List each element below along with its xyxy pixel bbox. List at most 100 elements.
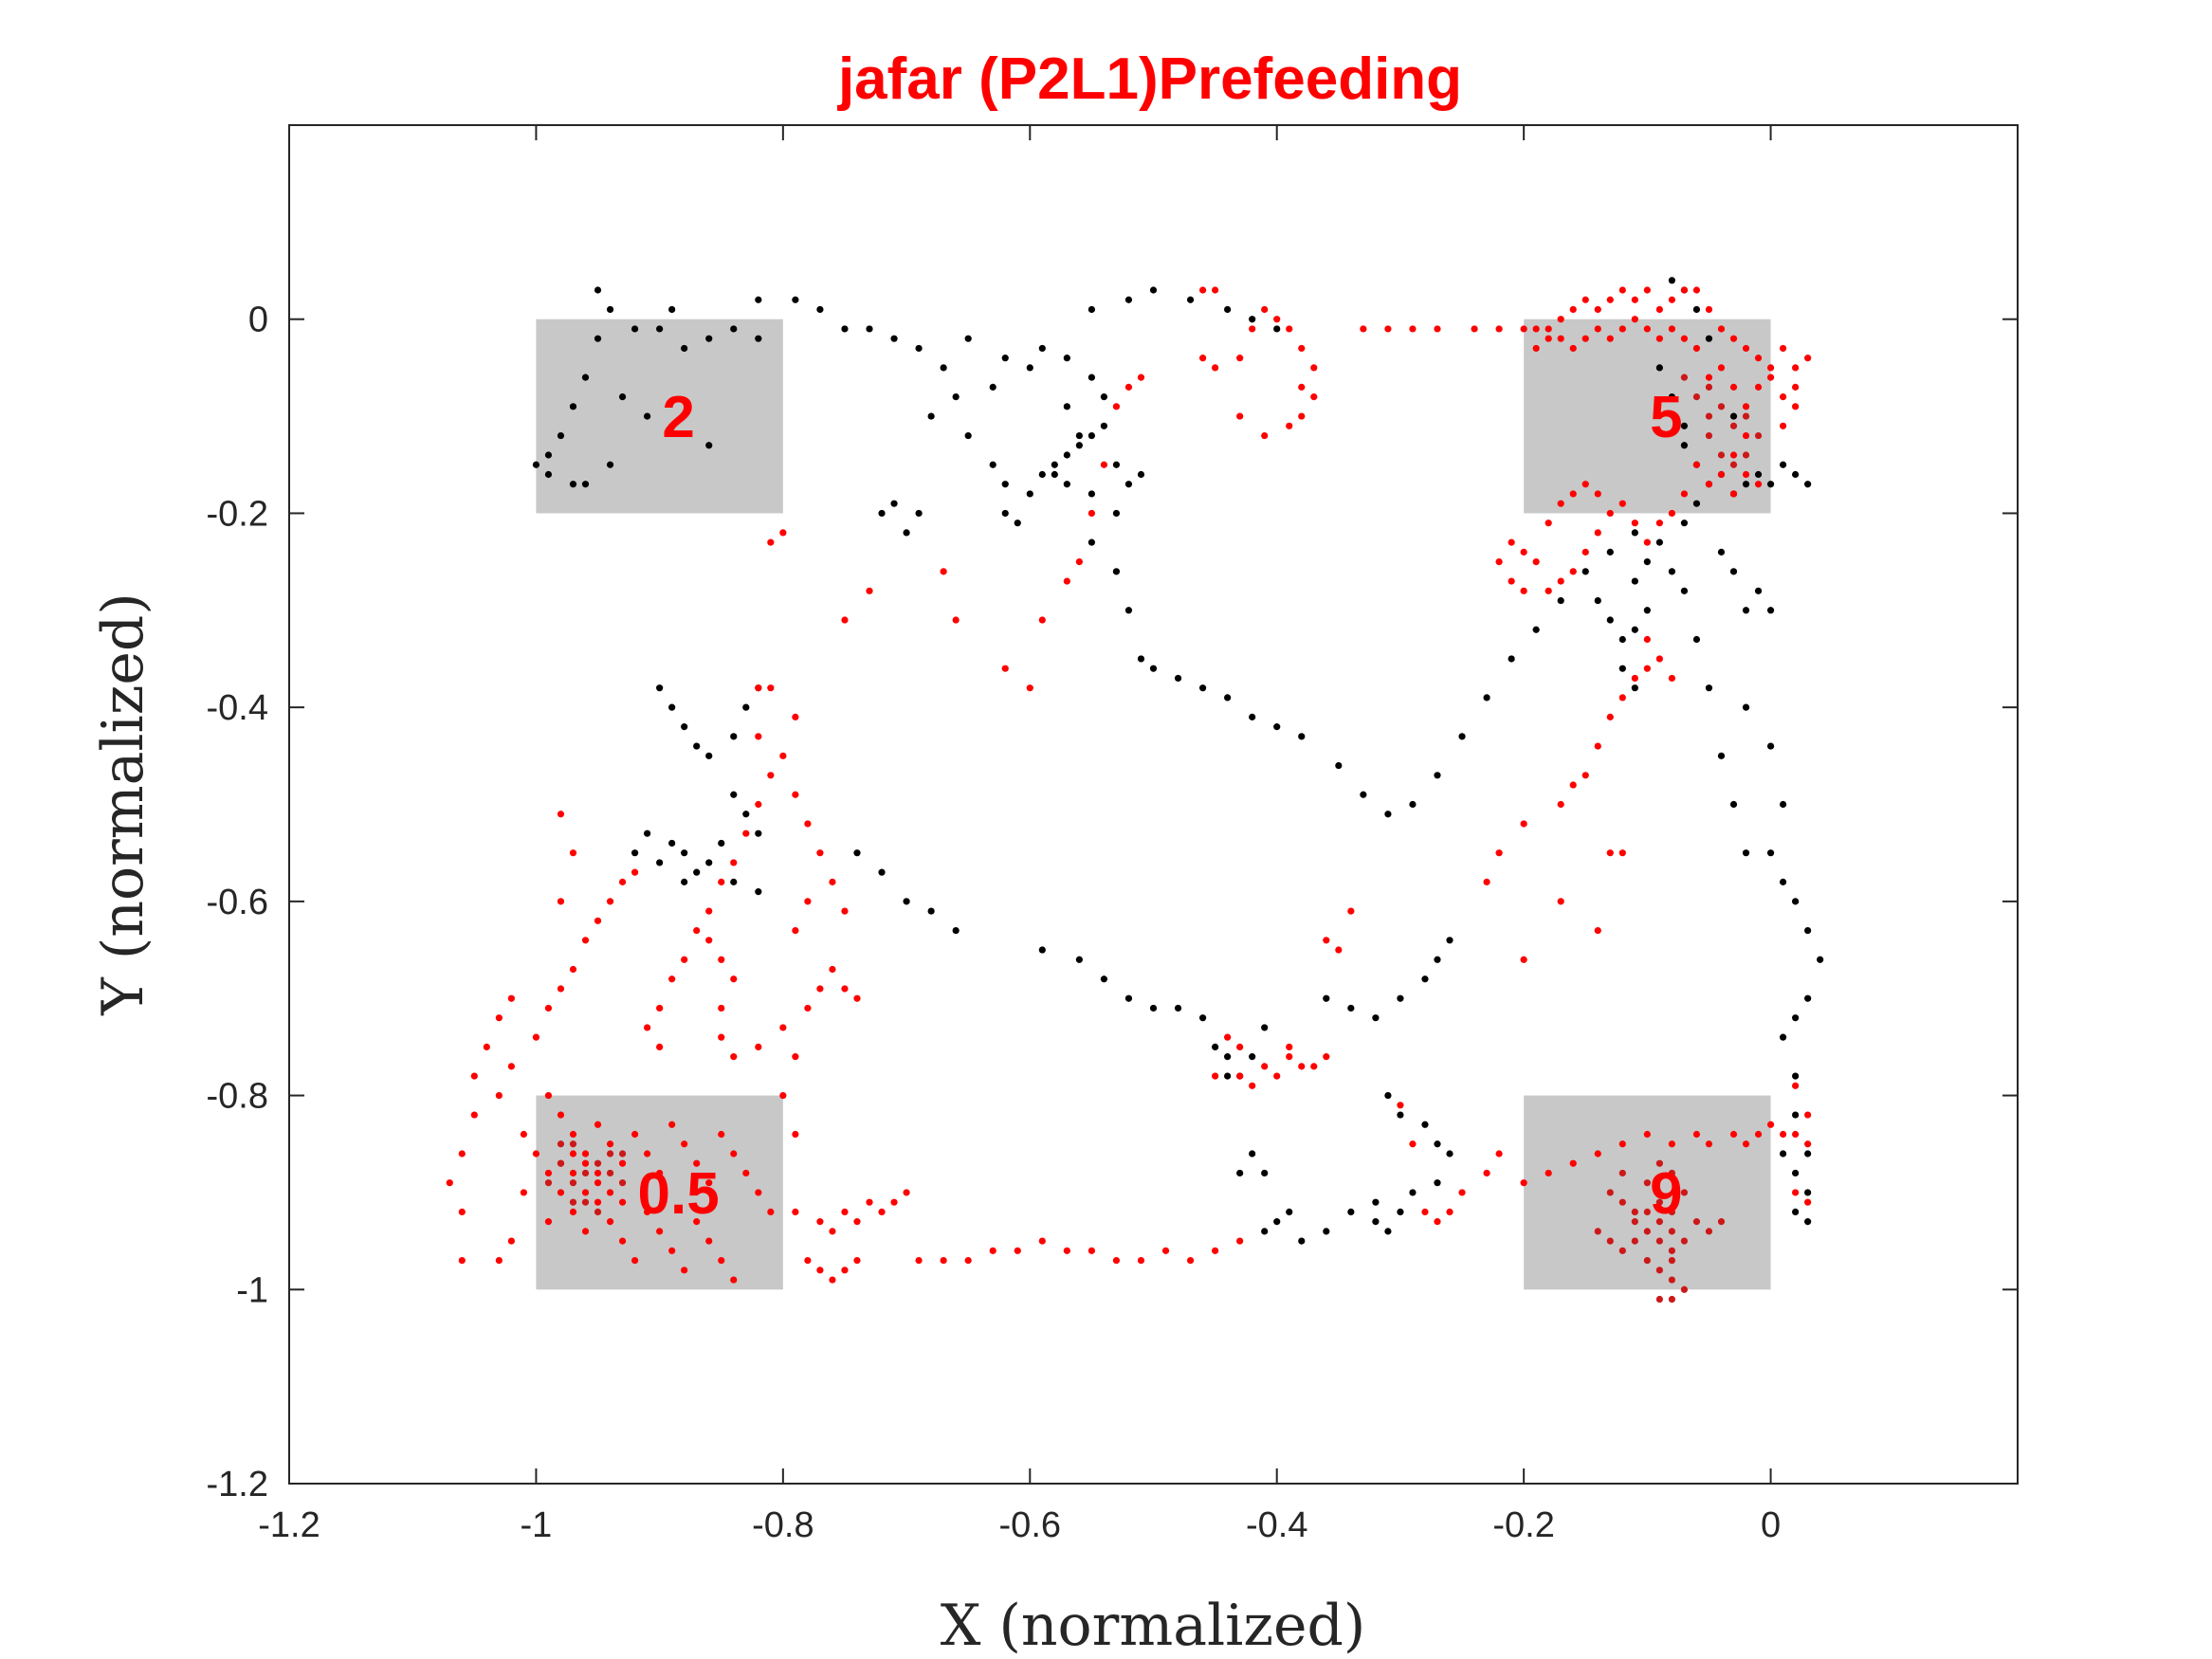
point-s1-46 [544,1169,553,1177]
point-s0-114 [656,859,664,866]
point-s1-215 [1692,461,1701,468]
point-s1-65 [581,1189,590,1196]
point-s0-68 [1137,655,1145,663]
point-s0-157 [1434,1140,1441,1148]
point-s1-306 [1766,1121,1775,1128]
point-s1-15 [532,1033,540,1041]
point-s2-42 [1680,374,1689,381]
point-s0-89 [1088,305,1095,314]
point-s0-223 [1705,335,1713,342]
point-s2-54 [557,1140,565,1148]
point-s0-119 [878,868,886,876]
y-tick-label-5: -0.2 [207,494,268,534]
point-s0-138 [1372,1014,1380,1022]
point-s0-182 [1606,616,1614,624]
point-s0-29 [940,364,947,372]
point-s1-54 [644,1208,651,1215]
point-s1-252 [1766,374,1775,381]
point-s1-55 [656,1228,664,1235]
point-s0-140 [1421,975,1429,983]
point-s0-43 [1100,393,1108,401]
point-s1-162 [1273,316,1281,323]
point-s2-17 [1631,1237,1638,1245]
point-s1-158 [1212,364,1219,372]
point-s0-54 [890,500,898,507]
point-s1-80 [718,878,725,885]
point-s0-217 [1655,364,1663,372]
point-s1-96 [792,1053,799,1061]
point-s1-9 [520,1130,528,1139]
point-s1-206 [1581,548,1589,556]
point-s2-49 [581,1198,590,1206]
point-s0-216 [1717,548,1726,556]
point-s1-275 [1643,665,1651,672]
point-s1-272 [1742,431,1750,440]
point-s1-25 [569,849,577,857]
point-s2-25 [1680,1189,1689,1196]
point-s1-137 [1161,1247,1170,1254]
point-s0-135 [1224,1072,1232,1080]
point-s1-256 [1717,364,1726,372]
point-s0-194 [1766,742,1775,750]
point-s0-22 [755,296,762,303]
point-s1-157 [1198,355,1207,362]
axis-ticks: -1.2 -1 -0.8 -0.6 -0.4 -0.2 0 -1.2 -1 -0.8 -0.6 -0.… [207,125,2018,1545]
point-s1-34 [631,1130,639,1139]
point-s2-47 [594,1159,602,1167]
point-s1-263 [1631,316,1638,323]
point-s0-206 [1804,1150,1812,1158]
point-s1-207 [1594,529,1601,537]
point-s0-158 [1421,1121,1429,1128]
point-s1-13 [495,1091,503,1100]
point-s1-153 [1100,461,1108,468]
point-s0-88 [1631,529,1638,537]
point-s0-178 [1631,577,1638,585]
point-s1-110 [841,907,849,915]
point-s1-302 [1804,1111,1812,1119]
point-s1-199 [1508,538,1515,546]
point-s1-61 [730,1276,738,1284]
point-s1-238 [1668,296,1675,303]
point-s1-88 [705,937,713,944]
point-s0-67 [1124,607,1133,614]
point-s1-178 [1286,1053,1293,1061]
point-s2-5 [1668,1247,1675,1254]
point-s1-23 [631,868,639,876]
point-s2-26 [1655,1159,1663,1167]
point-s1-66 [594,1169,602,1177]
point-s2-27 [1668,1169,1675,1177]
point-s0-130 [1212,1043,1219,1050]
point-s1-139 [1212,1247,1219,1254]
point-s0-87 [1606,548,1614,556]
point-s1-10 [520,1189,528,1196]
point-s1-118 [866,1198,873,1206]
point-s1-161 [1261,305,1269,314]
point-s0-155 [1434,1179,1441,1187]
point-s1-151 [1075,558,1083,566]
point-s0-78 [1384,811,1392,818]
point-s1-285 [1483,878,1490,885]
point-s1-165 [1310,364,1318,372]
point-s1-160 [1249,325,1256,333]
point-s1-125 [804,1256,812,1265]
point-s1-123 [841,1267,849,1274]
point-s0-65 [1088,538,1095,546]
point-s0-9 [569,481,577,488]
point-s1-116 [841,1208,849,1215]
point-s2-2 [1631,1218,1638,1226]
point-s0-62 [1124,481,1133,488]
point-s1-260 [1668,325,1675,333]
point-s0-56 [1063,403,1070,410]
point-s1-67 [606,1189,614,1196]
point-s1-282 [1557,800,1564,809]
point-s1-36 [656,1169,664,1177]
region-label-1: 5 [1650,385,1682,450]
point-s0-195 [1779,800,1787,809]
point-s1-163 [1286,325,1293,333]
point-s0-2 [594,335,602,342]
point-s0-147 [1286,1208,1293,1215]
point-s1-168 [1286,422,1293,429]
point-s0-144 [1261,1169,1269,1177]
y-axis-label: Y (normalized) [90,592,156,1016]
point-s1-104 [804,898,812,905]
